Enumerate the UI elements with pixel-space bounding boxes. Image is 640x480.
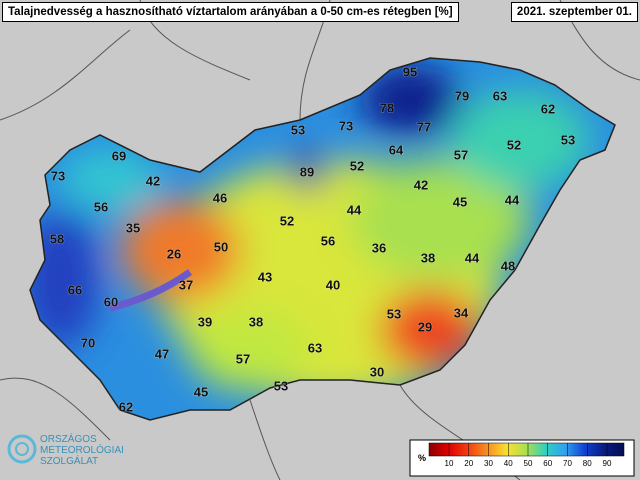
station-value: 45	[194, 384, 208, 399]
station-value: 38	[421, 250, 435, 265]
legend-tick-label: 30	[484, 459, 493, 468]
station-value: 79	[455, 88, 469, 103]
station-value: 42	[146, 173, 160, 188]
station-value: 52	[507, 137, 521, 152]
station-value: 44	[347, 202, 362, 217]
station-value: 89	[300, 164, 314, 179]
station-value: 47	[155, 346, 169, 361]
legend-unit: %	[418, 453, 426, 463]
legend-tick-label: 60	[543, 459, 552, 468]
legend-tick-label: 50	[524, 459, 533, 468]
logo-line: SZOLGÁLAT	[40, 454, 98, 467]
station-value: 62	[541, 101, 555, 116]
station-value: 69	[112, 148, 126, 163]
station-value: 58	[50, 231, 64, 246]
logo-line: ORSZÁGOS	[40, 432, 97, 445]
station-value: 64	[389, 142, 404, 157]
station-value: 66	[68, 282, 82, 297]
station-value: 53	[561, 132, 575, 147]
station-value: 40	[326, 277, 340, 292]
legend-tick-label: 80	[583, 459, 592, 468]
station-value: 45	[453, 194, 467, 209]
legend-tick-label: 20	[464, 459, 473, 468]
station-value: 43	[258, 269, 272, 284]
station-value: 60	[104, 294, 118, 309]
station-value: 44	[465, 250, 480, 265]
station-value: 42	[414, 177, 428, 192]
station-value: 62	[119, 399, 133, 414]
station-value: 52	[350, 158, 364, 173]
station-value: 78	[380, 100, 394, 115]
station-value: 35	[126, 220, 140, 235]
station-value: 46	[213, 190, 227, 205]
station-value: 56	[94, 199, 108, 214]
station-value: 95	[403, 64, 417, 79]
legend: %	[409, 439, 635, 477]
station-value: 48	[501, 258, 515, 273]
station-value: 37	[179, 277, 193, 292]
station-value: 30	[370, 364, 384, 379]
station-value: 36	[372, 240, 386, 255]
station-value: 53	[387, 306, 401, 321]
country-border	[29, 57, 616, 421]
station-value: 26	[167, 246, 181, 261]
station-value: 53	[274, 378, 288, 393]
station-value: 53	[291, 122, 305, 137]
station-value: 50	[214, 239, 228, 254]
station-value: 52	[280, 213, 294, 228]
station-value: 63	[308, 340, 322, 355]
date: 2021. szeptember 01.	[510, 2, 638, 22]
station-value: 77	[417, 119, 431, 134]
lake	[109, 269, 193, 312]
station-value: 70	[81, 335, 95, 350]
logo: ORSZÁGOS METEOROLÓGIAI SZOLGÁLAT	[7, 432, 124, 467]
station-value: 57	[236, 351, 250, 366]
station-value: 29	[418, 319, 432, 334]
logo-line: METEOROLÓGIAI	[40, 443, 124, 456]
legend-tick-label: 10	[445, 459, 454, 468]
station-value: 38	[249, 314, 263, 329]
legend-tick-label: 40	[504, 459, 513, 468]
title: Talajnedvesség a hasznosítható víztartal…	[2, 2, 459, 22]
legend-tick-label: 70	[563, 459, 572, 468]
station-value: 34	[454, 305, 469, 320]
station-value: 63	[493, 88, 507, 103]
station-value: 57	[454, 147, 468, 162]
station-value: 44	[505, 192, 520, 207]
station-value: 73	[51, 168, 65, 183]
station-value: 73	[339, 118, 353, 133]
station-value: 56	[321, 233, 335, 248]
legend-tick-label: 90	[603, 459, 612, 468]
station-value: 39	[198, 314, 212, 329]
